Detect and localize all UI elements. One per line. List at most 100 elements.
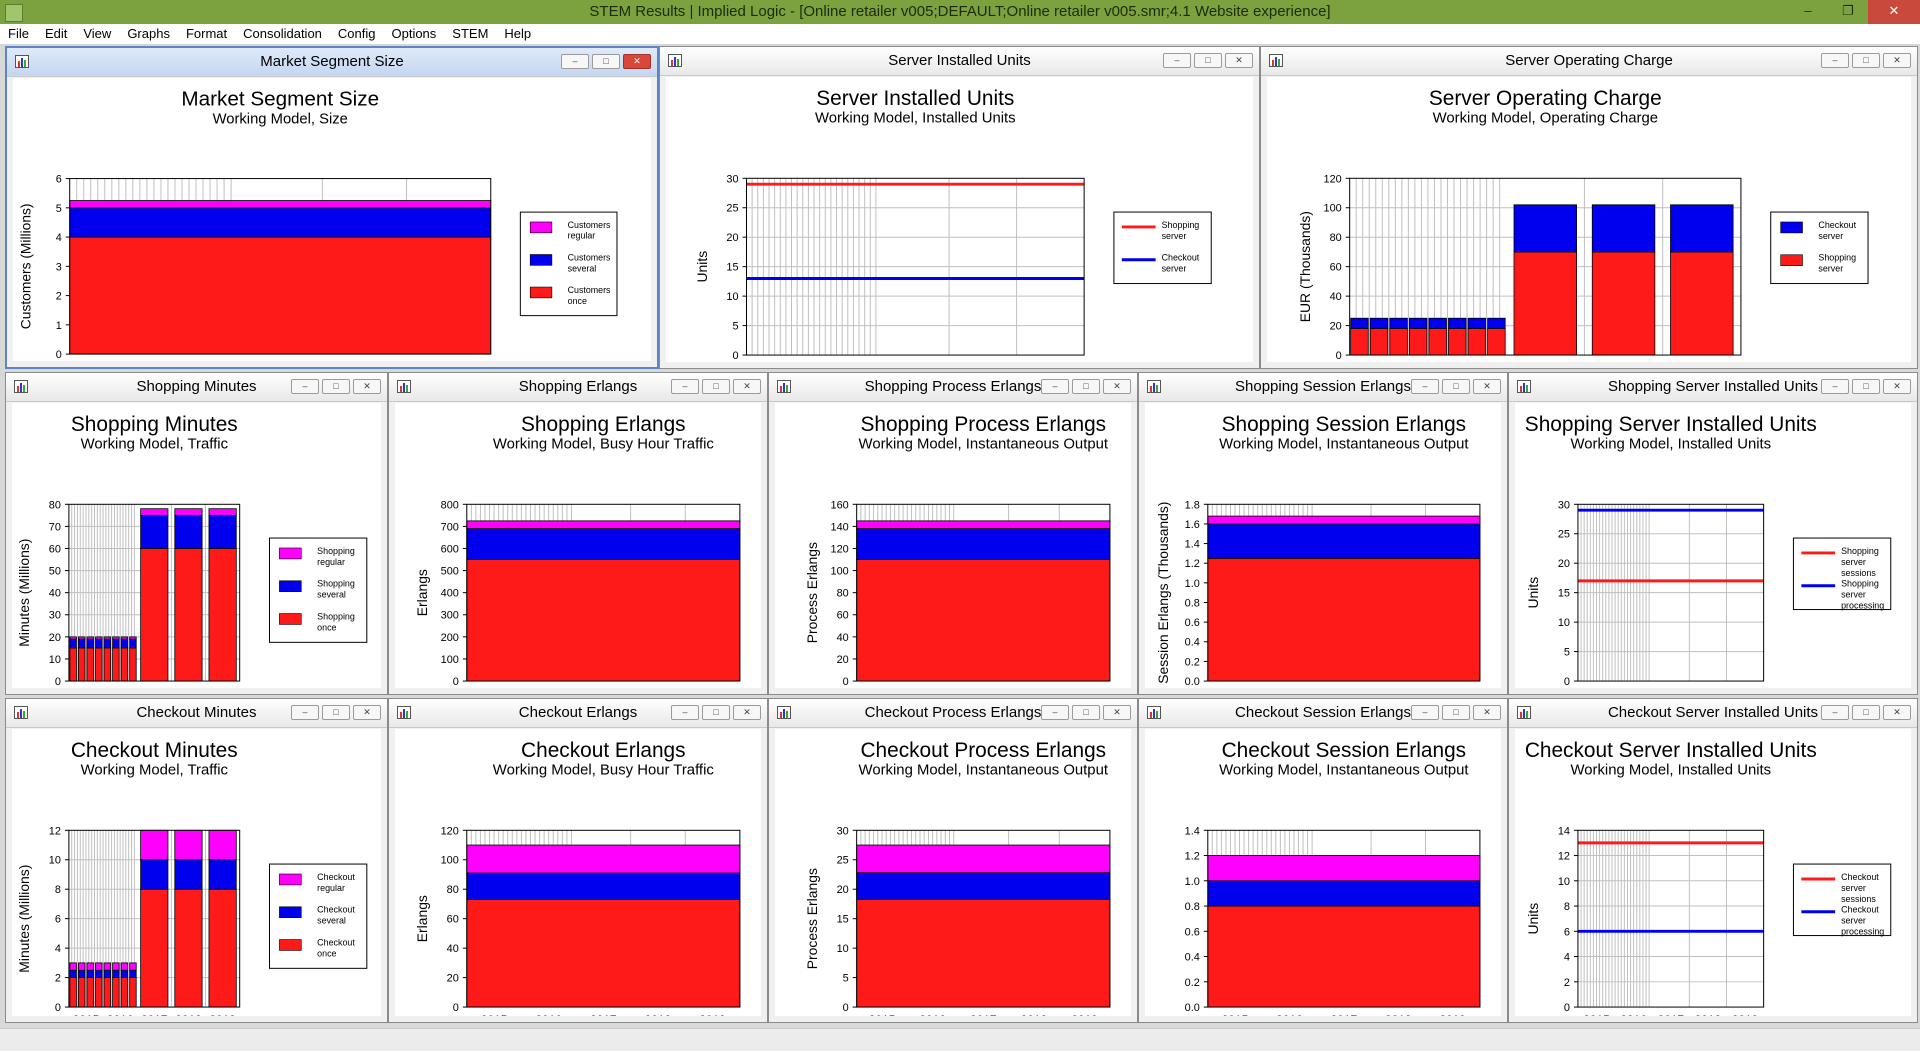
y-tick-label: 30 <box>49 610 61 622</box>
x-tick-label: 2017 <box>141 687 168 688</box>
window-title-bar[interactable]: Shopping Server Installed Units ‒ □ ✕ <box>1509 373 1917 402</box>
chart-icon <box>14 706 28 719</box>
window-title-bar[interactable]: Shopping Minutes ‒ □ ✕ <box>6 373 387 402</box>
menu-stem[interactable]: STEM <box>452 26 489 41</box>
close-window-button[interactable]: ✕ <box>1883 379 1911 394</box>
window-title-bar[interactable]: Checkout Server Installed Units ‒ □ ✕ <box>1509 699 1917 728</box>
minimize-window-button[interactable]: ‒ <box>291 379 319 394</box>
close-window-button[interactable]: ✕ <box>1473 379 1501 394</box>
bar-segment <box>112 977 120 1008</box>
close-window-button[interactable]: ✕ <box>1225 53 1253 68</box>
menu-file[interactable]: File <box>8 26 29 41</box>
bar-segment <box>103 969 111 978</box>
y-tick-label: 6 <box>55 914 61 926</box>
window-buttons: ‒ □ ✕ <box>1821 705 1911 720</box>
close-window-button[interactable]: ✕ <box>353 379 381 394</box>
minimize-window-button[interactable]: ‒ <box>1411 379 1439 394</box>
minimize-window-button[interactable]: ‒ <box>1821 705 1849 720</box>
close-window-button[interactable]: ✕ <box>353 705 381 720</box>
chart-title: Shopping Erlangs <box>521 413 686 436</box>
window-title-bar[interactable]: Checkout Process Erlangs ‒ □ ✕ <box>769 699 1137 728</box>
maximize-window-button[interactable]: □ <box>1852 53 1880 68</box>
minimize-window-button[interactable]: ‒ <box>1411 705 1439 720</box>
chart-window-market-segment-size[interactable]: Market Segment Size ‒ □ ✕ Market Segment Siz… <box>5 46 659 369</box>
bar-segment <box>174 829 203 861</box>
menu-edit[interactable]: Edit <box>44 26 68 41</box>
window-title-bar[interactable]: Market Segment Size ‒ □ ✕ <box>7 48 657 77</box>
bar-segment <box>174 514 203 549</box>
y-tick-label: 20 <box>837 884 849 896</box>
menu-graphs[interactable]: Graphs <box>127 26 170 41</box>
bar-segment <box>120 647 129 682</box>
bar-segment <box>86 969 94 978</box>
chart-window-shopping-session-erlangs[interactable]: Shopping Session Erlangs ‒ □ ✕ Shopping Sess… <box>1138 372 1508 695</box>
app-title-bar[interactable]: STEM Results | Implied Logic - [Online r… <box>0 0 1920 24</box>
minimize-window-button[interactable]: ‒ <box>1163 53 1191 68</box>
minimize-window-button[interactable]: ‒ <box>1821 379 1849 394</box>
chart-window-checkout-session-erlangs[interactable]: Checkout Session Erlangs ‒ □ ✕ Checkout Sess… <box>1138 698 1508 1023</box>
close-window-button[interactable]: ✕ <box>1103 379 1131 394</box>
maximize-window-button[interactable]: □ <box>702 379 730 394</box>
minimize-window-button[interactable]: ‒ <box>671 379 699 394</box>
window-title-bar[interactable]: Shopping Session Erlangs ‒ □ ✕ <box>1139 373 1507 402</box>
maximize-window-button[interactable]: □ <box>1072 379 1100 394</box>
chart-window-checkout-minutes[interactable]: Checkout Minutes ‒ □ ✕ Checkout Minutes Worki… <box>5 698 388 1023</box>
maximize-window-button[interactable]: □ <box>1194 53 1222 68</box>
menu-help[interactable]: Help <box>504 26 532 41</box>
chart-window-checkout-erlangs[interactable]: Checkout Erlangs ‒ □ ✕ Checkout Erlangs Worki… <box>388 698 768 1023</box>
chart-window-shopping-server-installed-units[interactable]: Shopping Server Installed Units ‒ □ ✕ Shoppi… <box>1508 372 1918 695</box>
maximize-window-button[interactable]: □ <box>1072 705 1100 720</box>
minimize-window-button[interactable]: ‒ <box>1821 53 1849 68</box>
menu-format[interactable]: Format <box>185 26 228 41</box>
maximize-window-button[interactable]: □ <box>1852 705 1880 720</box>
close-button[interactable]: ✕ <box>1868 0 1920 24</box>
chart-window-checkout-process-erlangs[interactable]: Checkout Process Erlangs ‒ □ ✕ Checkout Proc… <box>768 698 1138 1023</box>
minimize-window-button[interactable]: ‒ <box>291 705 319 720</box>
window-title-bar[interactable]: Checkout Minutes ‒ □ ✕ <box>6 699 387 728</box>
chart-window-shopping-erlangs[interactable]: Shopping Erlangs ‒ □ ✕ Shopping Erlangs Worki… <box>388 372 768 695</box>
close-window-button[interactable]: ✕ <box>1473 705 1501 720</box>
close-window-button[interactable]: ✕ <box>733 379 761 394</box>
close-window-button[interactable]: ✕ <box>1883 53 1911 68</box>
chart-window-shopping-process-erlangs[interactable]: Shopping Process Erlangs ‒ □ ✕ Shopping Proc… <box>768 372 1138 695</box>
close-window-button[interactable]: ✕ <box>623 54 651 69</box>
menu-consolidation[interactable]: Consolidation <box>243 26 322 41</box>
menu-view[interactable]: View <box>83 26 112 41</box>
x-tick-label: 2018 <box>645 1013 672 1016</box>
y-axis-label: Process Erlangs <box>804 542 820 643</box>
window-title-bar[interactable]: Server Installed Units ‒ □ ✕ <box>660 47 1259 76</box>
maximize-window-button[interactable]: □ <box>702 705 730 720</box>
menu-options[interactable]: Options <box>391 26 437 41</box>
window-title-bar[interactable]: Server Operating Charge ‒ □ ✕ <box>1261 47 1917 76</box>
bar-segment <box>1487 328 1506 356</box>
close-window-button[interactable]: ✕ <box>1883 705 1911 720</box>
minimize-window-button[interactable]: ‒ <box>561 54 589 69</box>
maximize-window-button[interactable]: □ <box>322 705 350 720</box>
minimize-window-button[interactable]: ‒ <box>671 705 699 720</box>
maximize-window-button[interactable]: □ <box>322 379 350 394</box>
maximize-window-button[interactable]: □ <box>1852 379 1880 394</box>
maximize-window-button[interactable]: □ <box>1442 705 1470 720</box>
window-buttons: ‒ □ ✕ <box>1041 705 1131 720</box>
window-title-bar[interactable]: Checkout Session Erlangs ‒ □ ✕ <box>1139 699 1507 728</box>
window-title-bar[interactable]: Shopping Erlangs ‒ □ ✕ <box>389 373 767 402</box>
plot-frame <box>1577 503 1765 682</box>
maximize-window-button[interactable]: □ <box>592 54 620 69</box>
maximize-window-button[interactable]: □ <box>1442 379 1470 394</box>
window-title-bar[interactable]: Shopping Process Erlangs ‒ □ ✕ <box>769 373 1137 402</box>
chart-window-server-installed-units[interactable]: Server Installed Units ‒ □ ✕ Server Installe… <box>659 46 1260 369</box>
y-tick-label: 100 <box>831 566 849 578</box>
bar-segment <box>112 636 120 640</box>
minimize-window-button[interactable]: ‒ <box>1041 379 1069 394</box>
chart-window-checkout-server-installed-units[interactable]: Checkout Server Installed Units ‒ □ ✕ Checko… <box>1508 698 1918 1023</box>
close-window-button[interactable]: ✕ <box>733 705 761 720</box>
minimize-button[interactable]: ‒ <box>1804 3 1812 18</box>
restore-button[interactable]: ❐ <box>1842 3 1854 18</box>
chart-window-server-operating-charge[interactable]: Server Operating Charge ‒ □ ✕ Server Operati… <box>1260 46 1918 369</box>
minimize-window-button[interactable]: ‒ <box>1041 705 1069 720</box>
menu-config[interactable]: Config <box>337 26 376 41</box>
window-title-bar[interactable]: Checkout Erlangs ‒ □ ✕ <box>389 699 767 728</box>
chart-window-shopping-minutes[interactable]: Shopping Minutes ‒ □ ✕ Shopping Minutes Worki… <box>5 372 388 695</box>
close-window-button[interactable]: ✕ <box>1103 705 1131 720</box>
chart-subtitle: Working Model, Instantaneous Output <box>1219 763 1469 779</box>
